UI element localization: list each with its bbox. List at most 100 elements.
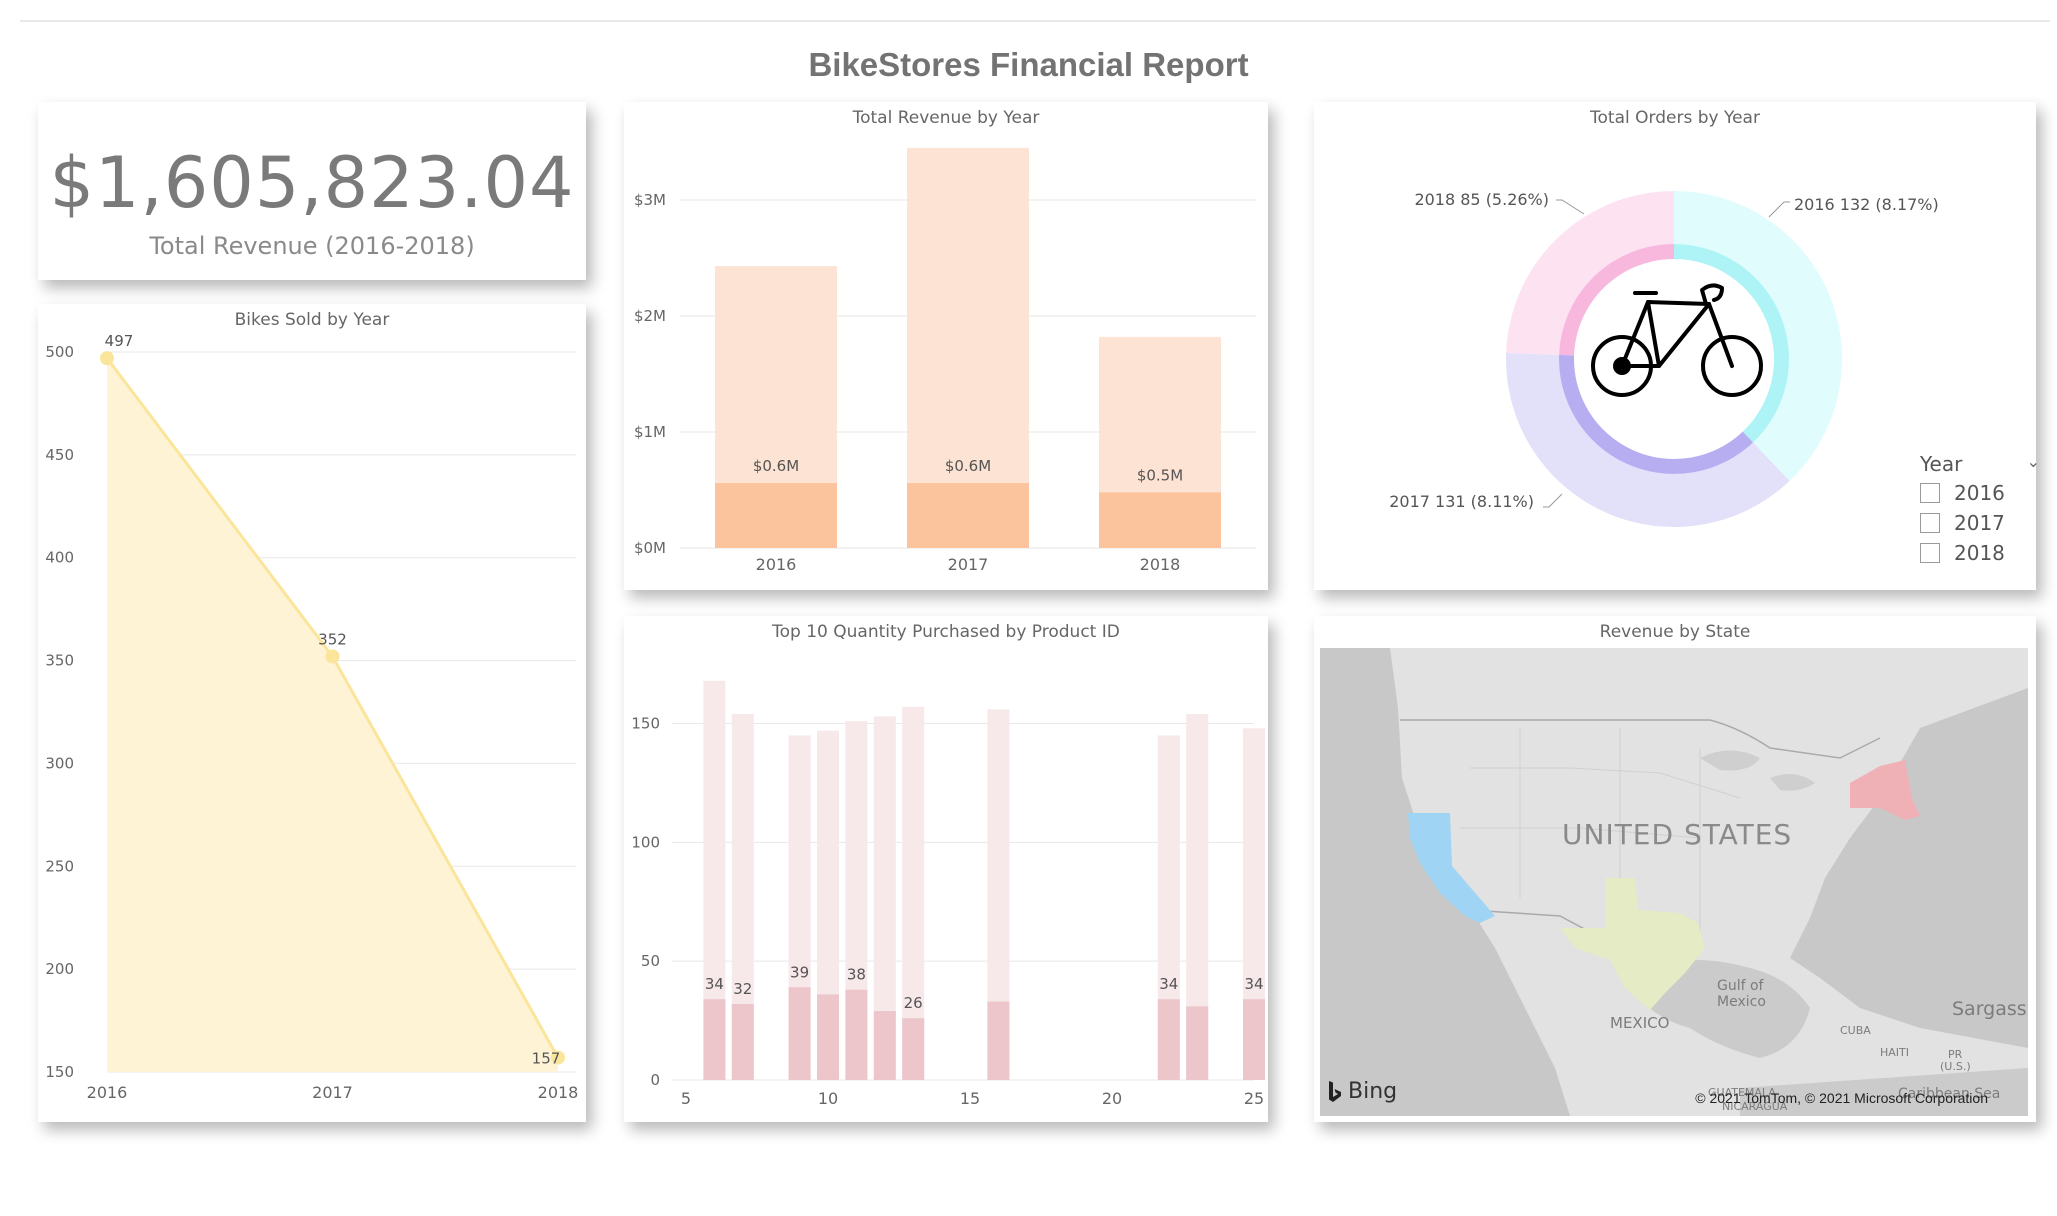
x-tick-label: 2017 bbox=[312, 1083, 353, 1102]
bar-total bbox=[907, 147, 1029, 549]
bing-brand[interactable]: Bing bbox=[1328, 1079, 1397, 1104]
pie-slice-inner bbox=[1559, 354, 1754, 474]
revenue-by-year-chart: $0M $1M $2M $3M $0.6M 2016 $0.6M 2017 $0.5M 2018 bbox=[634, 147, 1256, 574]
data-label: 32 bbox=[733, 980, 752, 998]
year-option-2016[interactable]: 2016 bbox=[1920, 478, 2040, 508]
data-label: $0.5M bbox=[1137, 466, 1183, 484]
year-option-2017[interactable]: 2017 bbox=[1920, 508, 2040, 538]
region-texas[interactable] bbox=[1560, 878, 1705, 1010]
lake-area bbox=[1700, 750, 1760, 771]
region-california[interactable] bbox=[1408, 813, 1495, 923]
report-title: BikeStores Financial Report bbox=[808, 46, 1249, 83]
orders-by-year-title: Total Orders by Year bbox=[1590, 108, 1760, 128]
bar-total bbox=[1157, 735, 1180, 1080]
x-tick-label: 25 bbox=[1244, 1089, 1264, 1108]
data-point bbox=[551, 1050, 565, 1065]
leader-line bbox=[1768, 201, 1790, 218]
x-tick-label: 20 bbox=[1102, 1089, 1122, 1108]
data-label: 497 bbox=[105, 332, 134, 350]
bar-part bbox=[715, 483, 837, 548]
data-label: $0.6M bbox=[753, 457, 799, 475]
map-attribution: © 2021 TomTom, © 2021 Microsoft Corporat… bbox=[1695, 1090, 1988, 1106]
map-label: NICARAGUA bbox=[1722, 1100, 1788, 1113]
bar-part bbox=[902, 1018, 925, 1080]
bikes-sold-card[interactable]: Bikes Sold by Year 150 200 250 300 350 400 450… bbox=[38, 304, 586, 1122]
data-label: $0.6M bbox=[945, 457, 991, 475]
year-option-label: 2016 bbox=[1954, 481, 2005, 505]
map-view[interactable]: UNITED STATES MEXICO Gulf of Mexico CUBA… bbox=[1320, 648, 2028, 1116]
y-tick-label: 350 bbox=[45, 652, 74, 670]
kpi-card[interactable]: $1,605,823.04 Total Revenue (2016-2018) bbox=[38, 102, 586, 280]
map-shapes bbox=[1320, 648, 2028, 1116]
bikes-sold-chart: 150 200 250 300 350 400 450 500 497 352 157 2016 201… bbox=[45, 332, 578, 1102]
data-point bbox=[100, 351, 114, 366]
map-label: (U.S.) bbox=[1940, 1060, 1971, 1073]
map-label: Gulf of bbox=[1717, 978, 1764, 994]
top10-card[interactable]: Top 10 Quantity Purchased by Product ID … bbox=[624, 616, 1268, 1122]
pie-slice-outer bbox=[1506, 191, 1674, 355]
year-slicer[interactable]: Year ⌄ 2016 2017 2018 bbox=[1920, 452, 2040, 568]
bar-total bbox=[703, 680, 726, 1080]
pie-slice-outer bbox=[1674, 191, 1842, 481]
orders-by-year-card[interactable]: Total Orders by Year 2016 132 (8.17%) 201… bbox=[1314, 102, 2036, 590]
data-point bbox=[325, 649, 340, 664]
y-tick-label: 100 bbox=[631, 833, 660, 851]
revenue-by-year-card[interactable]: Total Revenue by Year $0M $1M $2M $3M $0.6M 2… bbox=[624, 102, 1268, 590]
year-option-label: 2017 bbox=[1954, 511, 2005, 535]
bar-part bbox=[1157, 999, 1180, 1080]
map-country-label: UNITED STATES bbox=[1562, 818, 1793, 851]
map-label: MEXICO bbox=[1610, 1014, 1670, 1032]
kpi-value: $1,605,823.04 bbox=[49, 142, 575, 224]
ocean-area bbox=[1740, 1068, 2028, 1116]
bar-part bbox=[1243, 999, 1265, 1080]
checkbox[interactable] bbox=[1920, 483, 1940, 503]
revenue-by-year-title: Total Revenue by Year bbox=[852, 108, 1040, 128]
bar-part bbox=[731, 1003, 754, 1080]
map-label: Sargass bbox=[1952, 998, 2027, 1020]
pie-slice-inner bbox=[1559, 244, 1674, 356]
year-option-2018[interactable]: 2018 bbox=[1920, 538, 2040, 568]
y-tick-label: 300 bbox=[45, 754, 74, 772]
y-tick-label: 500 bbox=[45, 343, 74, 361]
bar-total bbox=[902, 706, 925, 1080]
region-new-york[interactable] bbox=[1850, 760, 1920, 820]
ocean-area bbox=[1320, 648, 1570, 1116]
bar-total bbox=[987, 709, 1010, 1080]
bicycle-icon bbox=[1591, 283, 1763, 397]
x-tick-label: 15 bbox=[960, 1089, 980, 1108]
bar-part bbox=[703, 999, 726, 1080]
ocean-area bbox=[1790, 688, 2028, 1048]
chevron-down-icon[interactable]: ⌄ bbox=[2026, 452, 2040, 471]
top10-title: Top 10 Quantity Purchased by Product ID bbox=[772, 622, 1120, 642]
area-fill bbox=[107, 358, 558, 1073]
data-label: 34 bbox=[705, 975, 724, 993]
y-tick-label: $1M bbox=[634, 423, 666, 441]
x-tick-label: 10 bbox=[818, 1089, 838, 1108]
checkbox[interactable] bbox=[1920, 543, 1940, 563]
year-slicer-header[interactable]: Year ⌄ bbox=[1920, 452, 2040, 478]
pie-slice-outer bbox=[1506, 352, 1790, 527]
data-label: 39 bbox=[790, 963, 809, 981]
bar-part bbox=[788, 987, 811, 1080]
pie-slice-inner bbox=[1674, 244, 1789, 443]
checkbox[interactable] bbox=[1920, 513, 1940, 533]
y-tick-label: 0 bbox=[650, 1071, 660, 1089]
bar-part bbox=[987, 1001, 1010, 1080]
bar-part bbox=[845, 989, 868, 1080]
bikes-sold-title: Bikes Sold by Year bbox=[234, 310, 390, 330]
slice-label: 2018 85 (5.26%) bbox=[1414, 190, 1549, 209]
y-tick-label: 50 bbox=[641, 952, 660, 970]
bar-total bbox=[731, 714, 754, 1080]
x-tick-label: 2016 bbox=[87, 1083, 128, 1102]
bing-logo-icon bbox=[1329, 1080, 1341, 1102]
x-tick-label: 2016 bbox=[756, 555, 797, 574]
leader-line bbox=[1543, 493, 1563, 508]
y-tick-label: 150 bbox=[45, 1063, 74, 1081]
y-tick-label: 200 bbox=[45, 960, 74, 978]
bar-total bbox=[873, 716, 896, 1080]
slice-label: 2017 131 (8.11%) bbox=[1389, 492, 1534, 511]
map-label: HAITI bbox=[1880, 1046, 1910, 1059]
bar-part bbox=[1186, 1006, 1209, 1080]
year-slicer-title: Year bbox=[1920, 452, 1963, 476]
bar-total bbox=[1243, 728, 1265, 1080]
